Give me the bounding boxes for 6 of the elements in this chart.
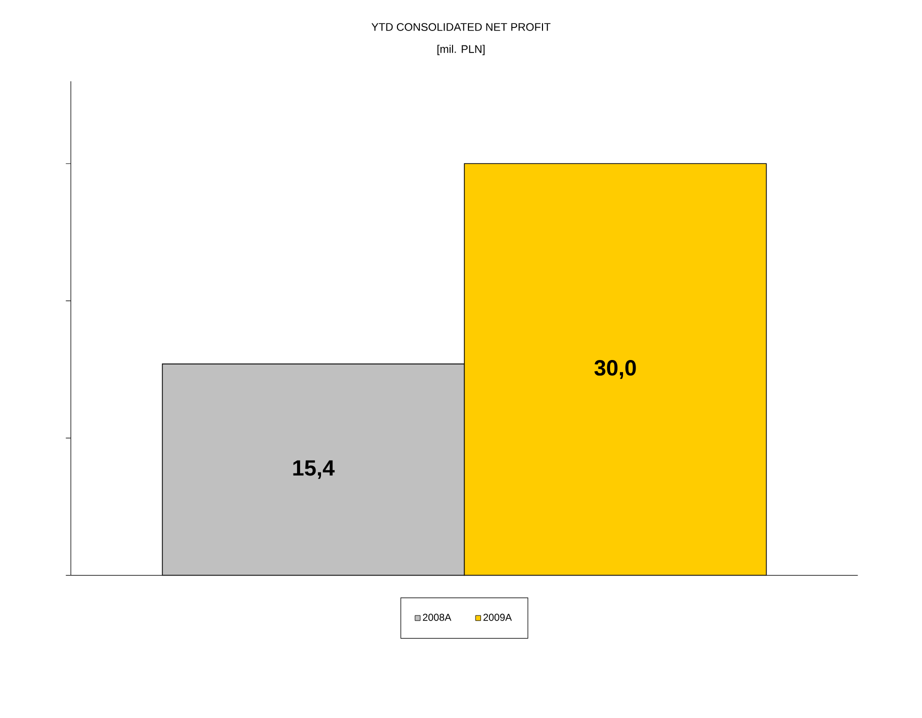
chart-subtitle: [mil. PLN] xyxy=(437,44,485,56)
data-label: 15,4 xyxy=(293,460,335,479)
chart-title: YTD CONSOLIDATED NET PROFIT xyxy=(372,23,550,31)
legend-label: 2009A xyxy=(483,614,512,621)
legend-label: 2008A xyxy=(422,614,452,621)
data-label: 30,0 xyxy=(594,360,636,379)
